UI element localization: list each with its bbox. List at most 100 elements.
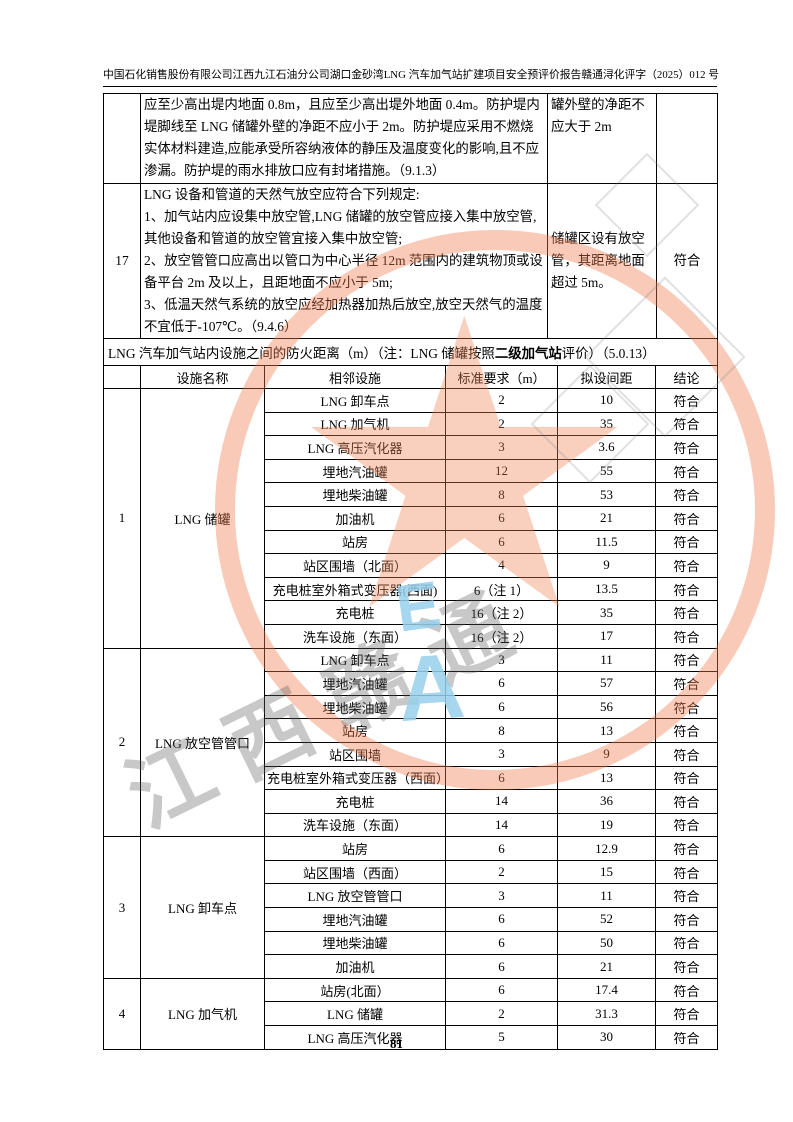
table-row: 加油机 6 21 符合 [104, 505, 719, 531]
proposed-distance-cell: 35 [557, 411, 656, 437]
proposed-distance-cell: 50 [557, 930, 656, 956]
table-row: 站区围墙（西面） 2 15 符合 [104, 859, 719, 885]
proposed-distance-cell: 15 [557, 859, 656, 885]
standard-requirement-cell: 14 [445, 812, 558, 838]
adjacent-facility-cell: LNG 高压汽化器 [264, 435, 446, 460]
standard-requirement-cell: 3 [445, 435, 558, 460]
fire-distance-table: LNG 汽车加气站内设施之间的防火距离（m）（注：LNG 储罐按照二级加气站评价… [102, 338, 719, 1050]
group-name-cell: LNG 卸车点 [140, 836, 265, 979]
standard-requirement-cell: 6 [445, 529, 558, 555]
standard-requirement-cell: 6 [445, 907, 558, 932]
table-section-title-row: LNG 汽车加气站内设施之间的防火距离（m）（注：LNG 储罐按照二级加气站评价… [102, 338, 719, 366]
proposed-distance-cell: 9 [557, 741, 656, 767]
conclusion-cell: 符合 [654, 647, 719, 673]
adjacent-facility-cell: 洗车设施（东面） [264, 623, 446, 649]
conclusion-cell: 符合 [654, 765, 719, 791]
section-title: LNG 汽车加气站内设施之间的防火距离（m）（注：LNG 储罐按照二级加气站评价… [102, 338, 719, 366]
table-row: 3 LNG 卸车点 站房 6 12.9 符合 [103, 836, 719, 979]
adjacent-facility-cell: 站区围墙（西面） [264, 859, 446, 885]
item-number-cell [103, 93, 141, 184]
proposed-distance-cell: 53 [557, 482, 656, 507]
conclusion-cell: 符合 [654, 836, 719, 861]
proposed-distance-cell: 9 [557, 553, 656, 578]
standard-requirement-cell: 2 [445, 859, 558, 885]
header-divider [103, 86, 717, 87]
page-number: 81 [390, 1036, 403, 1051]
adjacent-facility-cell: 站区围墙 [264, 741, 446, 767]
table-header-row: 设施名称 相邻设施 标准要求（m） 拟设间距 结论 [103, 365, 719, 389]
adjacent-facility-cell: 站房(北面） [264, 977, 446, 1003]
conclusion-cell: 符合 [654, 553, 719, 578]
proposed-distance-cell: 56 [557, 694, 656, 720]
group-name-cell: LNG 加气机 [140, 977, 265, 1050]
proposed-distance-cell: 52 [557, 907, 656, 932]
table-row: 站区围墙（北面） 4 9 符合 [104, 553, 719, 578]
standard-requirement-cell: 2 [445, 388, 558, 413]
standard-requirement-cell: 2 [445, 1001, 558, 1027]
standard-requirement-cell: 16（注 2） [445, 623, 558, 649]
conclusion-cell: 符合 [654, 411, 719, 437]
adjacent-facility-cell: 充电桩室外箱式变压器(西面) [264, 576, 446, 602]
standard-requirement-cell: 3 [445, 883, 558, 909]
header-standard-requirement: 标准要求（m） [445, 365, 558, 389]
proposed-distance-cell: 35 [557, 600, 656, 625]
standard-requirement-cell: 8 [445, 718, 558, 743]
actual-condition-cell: 罐外壁的净距不应大于 2m [547, 93, 657, 184]
conclusion-cell: 符合 [654, 907, 719, 932]
adjacent-facility-cell: LNG 高压汽化器 [264, 1025, 446, 1050]
table-row: 埋地柴油罐 6 50 符合 [104, 930, 719, 956]
conclusion-cell: 符合 [654, 694, 719, 720]
conclusion-cell: 符合 [654, 435, 719, 460]
section-title-post: 评价）（5.0.13） [561, 346, 656, 361]
table-row: LNG 加气机 2 35 符合 [104, 411, 719, 437]
standard-requirement-cell: 3 [445, 647, 558, 673]
proposed-distance-cell: 3.6 [557, 435, 656, 460]
adjacent-facility-cell: LNG 卸车点 [264, 388, 446, 413]
conclusion-cell: 符合 [654, 1025, 719, 1050]
standard-requirement-cell: 3 [445, 741, 558, 767]
adjacent-facility-cell: 埋地柴油罐 [264, 930, 446, 956]
conclusion-cell: 符合 [654, 812, 719, 838]
standard-requirement-cell: 6 [445, 671, 558, 696]
adjacent-facility-cell: 充电桩室外箱式变压器（西面） [264, 765, 446, 791]
adjacent-facility-cell: 埋地柴油罐 [264, 694, 446, 720]
header-adjacent-facility: 相邻设施 [264, 365, 446, 389]
section-title-pre: LNG 汽车加气站内设施之间的防火距离（m）（注：LNG 储罐按照 [108, 346, 495, 361]
proposed-distance-cell: 17.4 [557, 977, 656, 1003]
standard-requirement-cell: 2 [445, 411, 558, 437]
adjacent-facility-cell: 加油机 [264, 954, 446, 979]
table-row: 站房 6 11.5 符合 [104, 529, 719, 555]
adjacent-facility-cell: 埋地柴油罐 [264, 482, 446, 507]
conclusion-cell: 符合 [654, 977, 719, 1003]
conclusion-cell: 符合 [654, 505, 719, 531]
proposed-distance-cell: 17 [557, 623, 656, 649]
proposed-distance-cell: 21 [557, 954, 656, 979]
table-row: 2 LNG 放空管管口 LNG 卸车点 3 11 符合 [103, 647, 719, 838]
table-row: 充电桩 14 36 符合 [104, 789, 719, 814]
section-title-bold: 二级加气站 [494, 346, 562, 361]
table-row: 17 LNG 设备和管道的天然气放空应符合下列规定: 1、加气站内应设集中放空管… [103, 183, 718, 339]
standard-requirement-cell: 6（注 1） [445, 576, 558, 602]
adjacent-facility-cell: 洗车设施（东面） [264, 812, 446, 838]
proposed-distance-cell: 11.5 [557, 529, 656, 555]
conclusion-cell: 符合 [654, 789, 719, 814]
standard-requirement-cell: 6 [445, 694, 558, 720]
proposed-distance-cell: 13 [557, 765, 656, 791]
adjacent-facility-cell: 埋地汽油罐 [264, 671, 446, 696]
conclusion-cell: 符合 [654, 718, 719, 743]
header-facility-name: 设施名称 [140, 365, 265, 389]
adjacent-facility-cell: 充电桩 [264, 600, 446, 625]
standard-requirement-cell: 12 [445, 458, 558, 484]
evaluation-table: 应至少高出堤内地面 0.8m，且应至少高出堤外地面 0.4m。防护堤内堤脚线至 … [103, 93, 718, 339]
proposed-distance-cell: 11 [557, 647, 656, 673]
report-doc-number: 赣通浔化评字（2025）012 号 [581, 69, 720, 81]
conclusion-cell: 符合 [654, 859, 719, 885]
adjacent-facility-cell: LNG 储罐 [264, 1001, 446, 1027]
conclusion-cell: 符合 [654, 482, 719, 507]
standard-requirement-cell: 6 [445, 765, 558, 791]
standard-requirement-cell: 4 [445, 553, 558, 578]
conclusion-cell: 符合 [654, 458, 719, 484]
table-row: 1 LNG 储罐 LNG 卸车点 2 10 符合 [103, 388, 719, 649]
table-row: 充电桩 16（注 2） 35 符合 [104, 600, 719, 625]
